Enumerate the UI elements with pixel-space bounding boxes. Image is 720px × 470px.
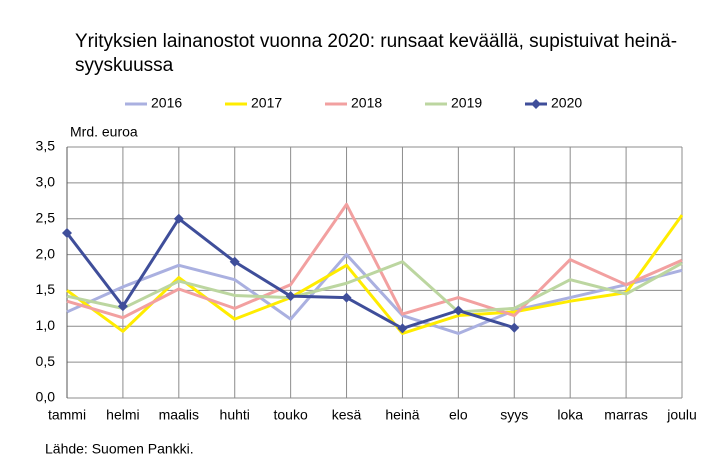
legend-label: 2020 [551,95,582,111]
x-tick-label: loka [557,407,583,423]
y-tick-label: 2,5 [36,209,56,225]
x-tick-label: touko [274,407,308,423]
marker [229,256,240,267]
legend-label: 2018 [351,95,382,111]
marker [397,323,408,334]
series-line [66,202,683,320]
marker [285,291,296,302]
y-tick-label: 3,0 [36,174,56,190]
x-tick-label: syys [500,407,528,423]
x-tick-label: helmi [106,407,139,423]
chart-title: Yrityksien lainanostot vuonna 2020: runs… [75,31,678,76]
marker [62,228,72,239]
series-line [66,253,683,335]
source: Lähde: Suomen Pankki. [45,441,194,457]
marker [117,301,128,312]
y-tick-label: 2,0 [36,245,56,261]
marker [531,99,541,109]
series-line [66,260,683,314]
x-tick-label: kesä [332,407,362,423]
x-tick-label: tammi [48,407,86,423]
marker [509,322,520,333]
y-tick-label: 0,5 [36,353,56,369]
y-tick-label: 3,5 [36,138,56,154]
legend-label: 2017 [251,95,282,111]
legend-label: 2019 [451,95,482,111]
x-tick-label: heinä [385,407,419,423]
x-tick-label: marras [604,407,648,423]
x-tick-label: huhti [220,407,250,423]
y-tick-label: 0,0 [36,389,56,405]
y-axis-label: Mrd. euroa [70,124,138,140]
y-tick-label: 1,0 [36,317,56,333]
marker [453,305,464,316]
x-tick-label: joulu [666,407,697,423]
x-tick-label: maalis [159,407,199,423]
legend-label: 2016 [151,95,182,111]
marker [341,292,352,303]
x-tick-label: elo [449,407,468,423]
marker [173,213,184,224]
y-tick-label: 1,5 [36,281,56,297]
